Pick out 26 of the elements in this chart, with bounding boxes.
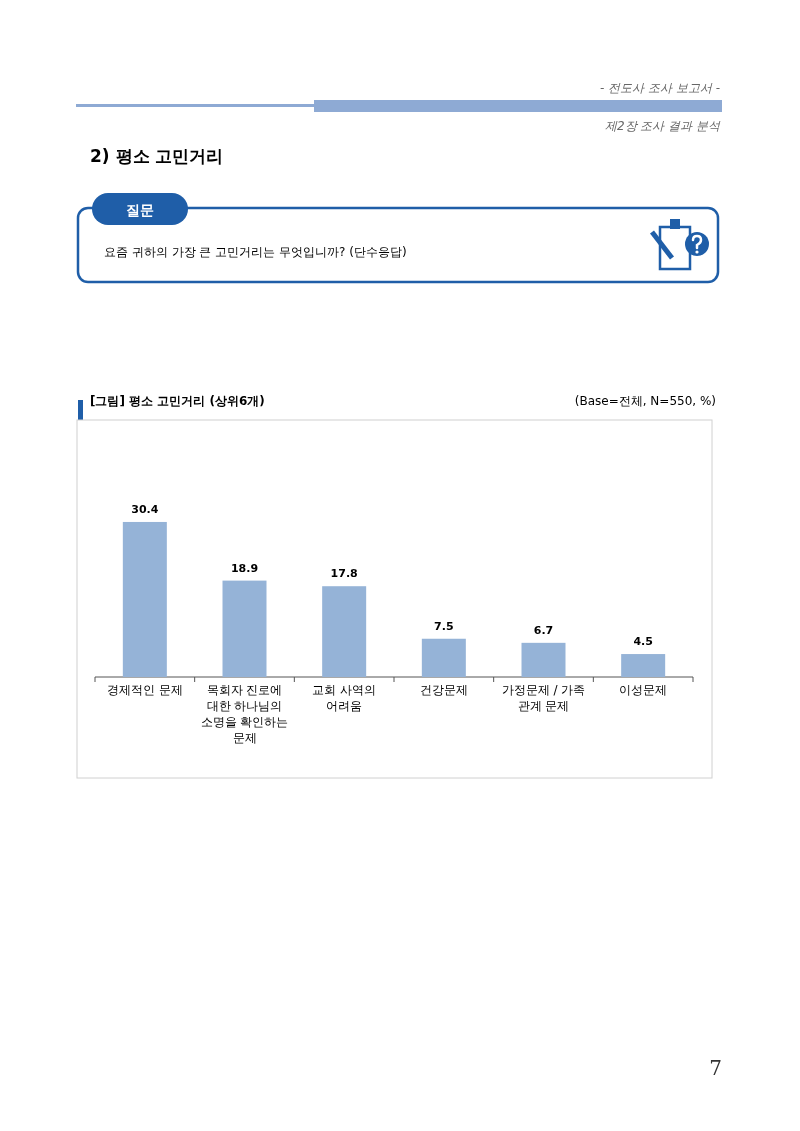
chart-subtitle: (Base=전체, N=550, %) [574,394,716,408]
data-label: 6.7 [533,623,554,637]
data-label: 30.4 [131,502,159,516]
text: 질문 [126,202,154,218]
text: 7 [709,1056,722,1080]
x-tick-label: 목회자 진로에 대한 하나님의 소명을 확인하는 문제 [200,683,289,745]
x-tick-label: 이성문제 [619,683,668,697]
x-tick-label: 교회 사역의 어려움 [312,683,377,713]
text: - 전도사 조사 보고서 - [600,81,720,95]
x-tick-label: 경제적인 문제 [106,683,183,697]
text: 요즘 귀하의 가장 큰 고민거리는 무엇입니까? (단수응답) [104,245,407,259]
chart-title: [그림] 평소 고민거리 (상위6개) [90,394,265,408]
x-tick-label: 가정문제 / 가족 관계 문제 [501,683,586,713]
bar [122,521,167,677]
bar [222,580,267,677]
bar [322,586,367,677]
text: 제2장 조사 결과 분석 [604,119,721,133]
data-label: 18.9 [230,561,259,575]
bar [421,638,466,677]
data-label: 4.5 [633,635,653,649]
data-label: 17.8 [330,567,358,581]
text: 2) 평소 고민거리 [90,146,224,166]
bar [521,642,566,677]
data-label: 7.5 [434,619,454,633]
x-tick-label: 건강문제 [419,683,468,697]
bar [621,654,666,677]
